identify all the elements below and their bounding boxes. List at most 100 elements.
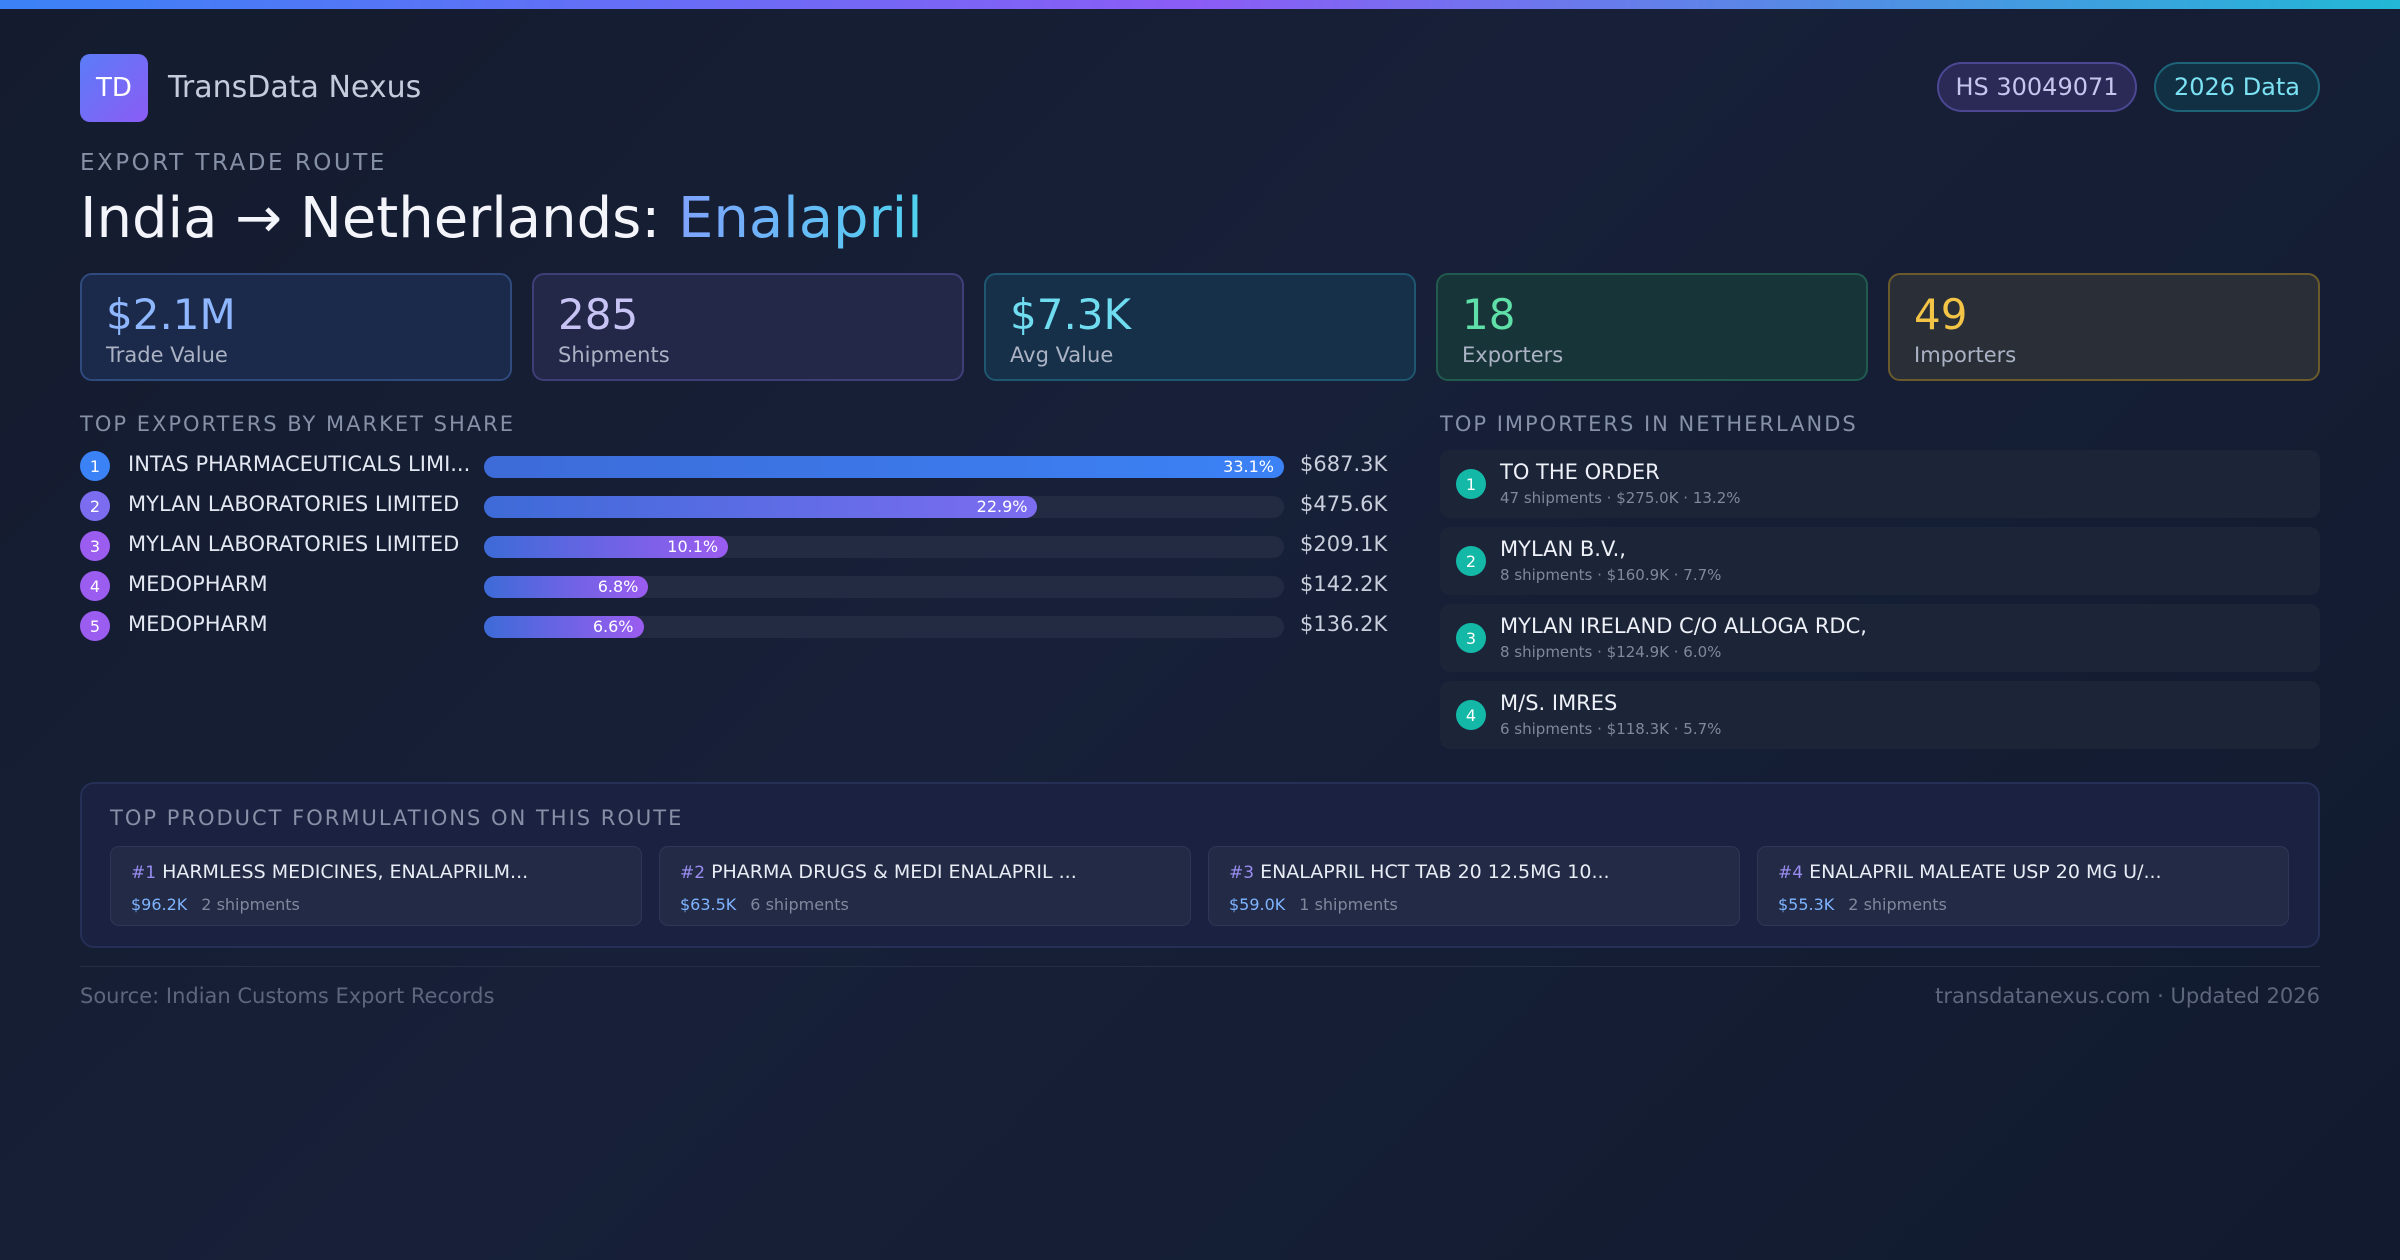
share-bar-track: 22.9%	[484, 496, 1284, 518]
formulation-meta: $55.3K 2 shipments	[1778, 895, 1947, 914]
formulation-value: $63.5K	[680, 895, 737, 914]
share-bar-fill: 10.1%	[484, 536, 729, 558]
exporter-row: 3 MYLAN LABORATORIES LIMITED 10.1% $209.…	[80, 530, 1387, 562]
footer-divider	[80, 966, 2320, 967]
share-percent: 10.1%	[667, 537, 719, 556]
formulation-meta: $96.2K 2 shipments	[131, 895, 300, 914]
share-bar-fill: 6.6%	[484, 616, 644, 638]
importer-detail: 8 shipments · $124.9K · 6.0%	[1500, 643, 1722, 661]
stat-card-shipments: 285 Shipments	[532, 273, 964, 381]
page-title: India → Netherlands: Enalapril	[80, 186, 923, 251]
importer-name: TO THE ORDER	[1500, 460, 1660, 484]
formulation-title: #1 HARMLESS MEDICINES, ENALAPRILM...	[131, 861, 528, 883]
formulation-name: ENALAPRIL MALEATE USP 20 MG U/...	[1809, 861, 2162, 883]
route-eyebrow: EXPORT TRADE ROUTE	[80, 150, 387, 176]
top-accent-bar	[0, 0, 2400, 9]
importer-name: MYLAN B.V.,	[1500, 537, 1626, 561]
footer-site: transdatanexus.com · Updated 2026	[1935, 984, 2320, 1008]
formulation-title: #2 PHARMA DRUGS & MEDI ENALAPRIL ...	[680, 861, 1077, 883]
stat-label: Exporters	[1462, 343, 1564, 367]
formulation-value: $96.2K	[131, 895, 188, 914]
formulation-shipments: 6 shipments	[750, 895, 849, 914]
importer-name: MYLAN IRELAND C/O ALLOGA RDC,	[1500, 614, 1867, 638]
exporter-name: MEDOPHARM	[128, 572, 268, 596]
stat-value: 18	[1462, 290, 1516, 339]
formulation-title: #3 ENALAPRIL HCT TAB 20 12.5MG 10...	[1229, 861, 1610, 883]
exporter-name: MYLAN LABORATORIES LIMITED	[128, 532, 460, 556]
share-percent: 6.6%	[592, 617, 634, 636]
rank-badge: 1	[1456, 469, 1486, 499]
exporter-value: $142.2K	[1300, 572, 1388, 596]
formulation-value: $59.0K	[1229, 895, 1286, 914]
importer-card: 3 MYLAN IRELAND C/O ALLOGA RDC, 8 shipme…	[1440, 604, 2320, 672]
hs-code-badge: HS 30049071	[1937, 62, 2137, 112]
share-bar-track: 6.8%	[484, 576, 1284, 598]
footer-source: Source: Indian Customs Export Records	[80, 984, 495, 1008]
formulations-panel: TOP PRODUCT FORMULATIONS ON THIS ROUTE #…	[80, 782, 2320, 948]
formulation-card: #4 ENALAPRIL MALEATE USP 20 MG U/... $55.…	[1757, 846, 2289, 926]
exporter-name: MYLAN LABORATORIES LIMITED	[128, 492, 460, 516]
exporter-name: INTAS PHARMACEUTICALS LIMI...	[128, 452, 471, 476]
formulation-card: #2 PHARMA DRUGS & MEDI ENALAPRIL ... $63.…	[659, 846, 1191, 926]
rank-badge: 3	[1456, 623, 1486, 653]
importer-card: 2 MYLAN B.V., 8 shipments · $160.9K · 7.…	[1440, 527, 2320, 595]
formulation-shipments: 2 shipments	[1848, 895, 1947, 914]
exporter-row: 4 MEDOPHARM 6.8% $142.2K	[80, 570, 1387, 602]
stat-card-importers: 49 Importers	[1888, 273, 2320, 381]
rank-badge: 3	[80, 531, 110, 561]
formulations-heading: TOP PRODUCT FORMULATIONS ON THIS ROUTE	[110, 806, 684, 830]
stat-label: Importers	[1914, 343, 2017, 367]
formulation-rank: #3	[1229, 863, 1255, 883]
exporters-heading: TOP EXPORTERS BY MARKET SHARE	[80, 412, 516, 436]
brand-name: TransData Nexus	[168, 70, 422, 105]
stat-label: Shipments	[558, 343, 670, 367]
formulation-rank: #1	[131, 863, 157, 883]
formulation-title: #4 ENALAPRIL MALEATE USP 20 MG U/...	[1778, 861, 2162, 883]
rank-badge: 1	[80, 451, 110, 481]
exporter-name: MEDOPHARM	[128, 612, 268, 636]
stat-label: Trade Value	[106, 343, 228, 367]
importer-detail: 8 shipments · $160.9K · 7.7%	[1500, 566, 1722, 584]
formulation-name: ENALAPRIL HCT TAB 20 12.5MG 10...	[1260, 861, 1610, 883]
stat-value: 285	[558, 290, 639, 339]
formulation-meta: $63.5K 6 shipments	[680, 895, 849, 914]
brand-logo: TD	[80, 54, 148, 122]
exporter-row: 5 MEDOPHARM 6.6% $136.2K	[80, 610, 1387, 642]
share-bar-track: 33.1%	[484, 456, 1284, 478]
exporter-row: 2 MYLAN LABORATORIES LIMITED 22.9% $475.…	[80, 490, 1387, 522]
stat-value: 49	[1914, 290, 1968, 339]
formulation-rank: #2	[680, 863, 706, 883]
stat-card-exporters: 18 Exporters	[1436, 273, 1868, 381]
rank-badge: 4	[80, 571, 110, 601]
title-route: India → Netherlands:	[80, 186, 678, 251]
share-bar-fill: 22.9%	[484, 496, 1038, 518]
stat-value: $2.1M	[106, 290, 236, 339]
share-percent: 33.1%	[1223, 457, 1274, 476]
rank-badge: 4	[1456, 700, 1486, 730]
exporter-value: $136.2K	[1300, 612, 1388, 636]
formulation-name: PHARMA DRUGS & MEDI ENALAPRIL ...	[711, 861, 1077, 883]
importers-heading: TOP IMPORTERS IN NETHERLANDS	[1440, 412, 1858, 436]
stat-value: $7.3K	[1010, 290, 1132, 339]
importer-card: 4 M/S. IMRES 6 shipments · $118.3K · 5.7…	[1440, 681, 2320, 749]
share-bar-fill: 33.1%	[484, 456, 1284, 478]
formulation-shipments: 1 shipments	[1299, 895, 1398, 914]
importer-card: 1 TO THE ORDER 47 shipments · $275.0K · …	[1440, 450, 2320, 518]
formulation-shipments: 2 shipments	[201, 895, 300, 914]
exporter-value: $687.3K	[1300, 452, 1388, 476]
stat-label: Avg Value	[1010, 343, 1114, 367]
year-badge: 2026 Data	[2154, 62, 2320, 112]
share-bar-fill: 6.8%	[484, 576, 649, 598]
share-percent: 6.8%	[597, 577, 639, 596]
formulation-card: #3 ENALAPRIL HCT TAB 20 12.5MG 10... $59.…	[1208, 846, 1740, 926]
share-bar-track: 6.6%	[484, 616, 1284, 638]
share-bar-track: 10.1%	[484, 536, 1284, 558]
rank-badge: 2	[1456, 546, 1486, 576]
formulation-rank: #4	[1778, 863, 1804, 883]
formulation-name: HARMLESS MEDICINES, ENALAPRILM...	[162, 861, 529, 883]
importer-detail: 47 shipments · $275.0K · 13.2%	[1500, 489, 1741, 507]
importer-name: M/S. IMRES	[1500, 691, 1618, 715]
formulation-card: #1 HARMLESS MEDICINES, ENALAPRILM... $96.…	[110, 846, 642, 926]
formulation-value: $55.3K	[1778, 895, 1835, 914]
exporter-value: $209.1K	[1300, 532, 1388, 556]
